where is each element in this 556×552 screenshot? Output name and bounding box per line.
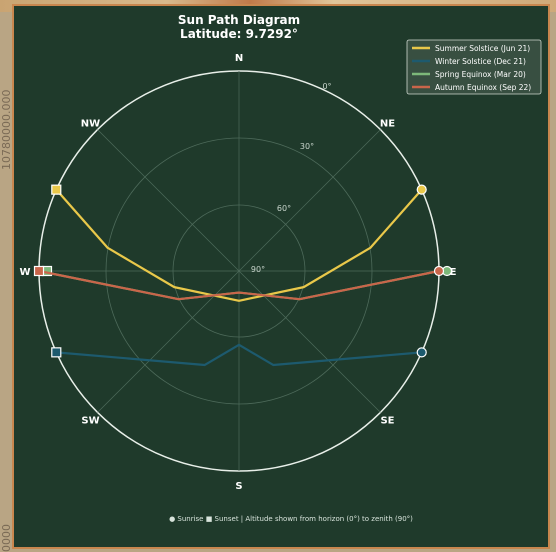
sun-path-line [55, 188, 423, 302]
sun-path-line [37, 269, 441, 301]
ring-label: 30° [300, 142, 314, 151]
sun-path-chart: Sun Path Diagram Latitude: 9.7292° 0° 30°… [19, 13, 542, 523]
sunset-marker [51, 184, 62, 195]
chart-title: Sun Path Diagram [178, 13, 300, 27]
direction-label: E [450, 267, 457, 278]
legend-box [406, 39, 542, 95]
footer-note: ● Sunrise ■ Sunset | Altitude shown from… [169, 515, 413, 523]
legend-entry: Summer Solstice (Jun 21) [435, 44, 530, 53]
direction-label: N [235, 53, 243, 64]
legend-entry: Winter Solstice (Dec 21) [435, 57, 526, 66]
direction-label: SW [81, 415, 99, 426]
ring-label: 0° [322, 82, 331, 91]
azimuth-spoke [238, 270, 381, 413]
legend-entry: Autumn Equinox (Sep 22) [435, 83, 531, 92]
direction-label: SE [380, 415, 394, 426]
chart-legend: Summer Solstice (Jun 21) Winter Solstice … [406, 39, 542, 95]
ring-label: 90° [251, 265, 265, 274]
direction-label: NW [81, 119, 100, 130]
legend-entry: Spring Equinox (Mar 20) [435, 70, 526, 79]
sunrise-marker [433, 265, 445, 277]
chart-panel: Sun Path Diagram Latitude: 9.7292° 0° 30°… [12, 4, 550, 549]
sunset-marker [33, 265, 45, 277]
direction-label: NE [380, 119, 395, 130]
chart-subtitle: Latitude: 9.7292° [180, 27, 298, 41]
direction-label: S [235, 481, 242, 492]
sun-path-line [55, 343, 423, 367]
sun-path-series [33, 184, 453, 367]
polar-grid: 0° 30° 60° 90° N NE E SE S SW W NW [19, 53, 456, 492]
sunrise-marker [416, 184, 427, 195]
azimuth-spoke [97, 129, 240, 272]
sunset-marker [51, 347, 62, 358]
sunrise-marker [416, 347, 427, 358]
azimuth-spoke [238, 129, 381, 272]
azimuth-spoke [97, 270, 240, 413]
ring-label: 60° [277, 204, 291, 213]
direction-label: W [19, 267, 30, 278]
